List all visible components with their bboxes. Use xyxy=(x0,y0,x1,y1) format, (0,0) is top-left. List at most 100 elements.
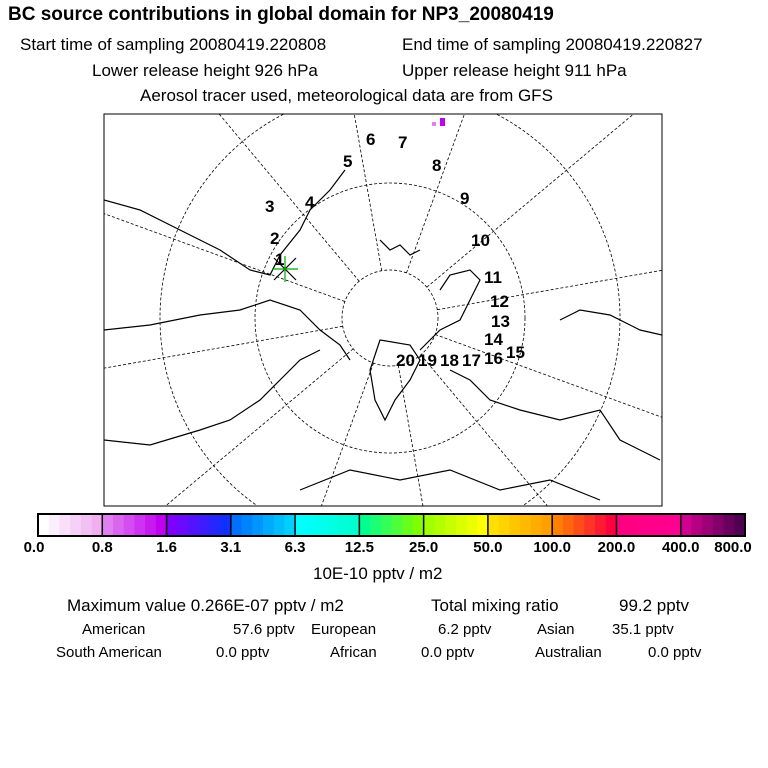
colorbar-cell xyxy=(48,514,60,536)
colorbar-cell xyxy=(102,514,114,536)
colorbar-cell xyxy=(241,514,253,536)
colorbar-tick-label: 3.1 xyxy=(220,539,242,556)
colorbar-cell xyxy=(530,514,542,536)
colorbar-cell xyxy=(616,514,628,536)
track-label: 16 xyxy=(484,349,503,368)
colorbar-cell xyxy=(734,514,746,536)
colorbar-cell xyxy=(380,514,392,536)
track-label: 3 xyxy=(265,197,274,216)
colorbar-cell xyxy=(659,514,671,536)
colorbar-cell xyxy=(370,514,382,536)
colorbar-cell xyxy=(487,514,500,536)
colorbar-cell xyxy=(198,514,210,536)
colorbar-cell xyxy=(423,514,435,536)
meridian xyxy=(420,354,548,506)
colorbar-tick-label: 12.5 xyxy=(344,539,374,556)
lower-height: Lower release height 926 hPa xyxy=(92,61,318,80)
coastlines xyxy=(104,169,662,501)
meridian xyxy=(104,325,343,369)
track-label: 6 xyxy=(366,130,375,149)
track-label: 2 xyxy=(270,229,279,248)
colorbar-cell xyxy=(552,514,564,536)
tracer-info: Aerosol tracer used, meteorological data… xyxy=(140,86,553,105)
colorbar-cell xyxy=(455,514,467,536)
colorbar-cell xyxy=(262,514,275,536)
colorbar-cell xyxy=(359,514,371,536)
track-label: 4 xyxy=(305,193,315,212)
colorbar-cell xyxy=(70,514,82,536)
colorbar-cell xyxy=(166,514,178,536)
colorbar-cell xyxy=(466,514,478,536)
graticule xyxy=(104,114,662,506)
colorbar-cell xyxy=(573,514,585,536)
colorbar-tick-label: 1.6 xyxy=(156,539,177,556)
meridian xyxy=(104,213,346,302)
region-value: 35.1 pptv xyxy=(612,621,674,638)
colorbar-tick-label: 200.0 xyxy=(597,539,636,556)
colorbar-cell xyxy=(220,514,232,536)
total-mixing-value: 99.2 pptv xyxy=(619,596,689,615)
colorbar-tick-label: 100.0 xyxy=(533,539,571,556)
region-name: Australian xyxy=(535,644,602,661)
colorbar-unit: 10E-10 pptv / m2 xyxy=(313,564,443,583)
colorbar-cell xyxy=(134,514,146,536)
meridian xyxy=(434,334,662,418)
track-label: 18 xyxy=(440,351,459,370)
colorbar-cell xyxy=(605,514,617,536)
colorbar-cell xyxy=(595,514,607,536)
region-value: 0.0 pptv xyxy=(216,644,270,661)
track-label: 8 xyxy=(432,156,441,175)
track-label: 19 xyxy=(418,351,437,370)
meridian xyxy=(406,114,465,274)
colorbar-cell xyxy=(273,514,285,536)
track-label: 20 xyxy=(396,351,415,370)
track-label: 1 xyxy=(275,250,284,269)
colorbar-cell xyxy=(434,514,446,536)
colorbar-cell xyxy=(316,514,328,536)
meridian xyxy=(165,348,354,506)
meridian xyxy=(353,114,383,271)
track-label: 17 xyxy=(462,351,481,370)
region-name: African xyxy=(330,644,377,661)
track-label: 13 xyxy=(491,312,510,331)
colorbar-cell xyxy=(445,514,457,536)
colorbar-cell xyxy=(477,514,489,536)
colorbar-cell xyxy=(691,514,703,536)
meridian xyxy=(218,114,360,282)
track-label: 7 xyxy=(398,133,407,152)
colorbar-border xyxy=(37,513,746,537)
colorbar-cell xyxy=(155,514,168,536)
colorbar-cell xyxy=(712,514,725,536)
colorbar-cell xyxy=(327,514,339,536)
max-value: Maximum value 0.266E-07 pptv / m2 xyxy=(67,596,344,615)
track-label: 11 xyxy=(484,268,502,287)
colorbar-cell xyxy=(38,514,50,536)
region-name: Asian xyxy=(537,621,575,638)
release-site-marker xyxy=(272,256,298,282)
colorbar-cell xyxy=(91,514,103,536)
colorbar-cell xyxy=(295,514,307,536)
meridian xyxy=(320,362,374,506)
colorbar-cell xyxy=(627,514,639,536)
colorbar-cell xyxy=(348,514,360,536)
colorbar-cell xyxy=(637,514,650,536)
region-value: 57.6 pptv xyxy=(233,621,295,638)
colorbar-cell xyxy=(177,514,189,536)
colorbar-cell xyxy=(541,514,553,536)
colorbar-cell xyxy=(337,514,350,536)
colorbar-cell xyxy=(112,514,125,536)
colorbar-tick-label: 400.0 xyxy=(661,539,700,556)
colorbar-cell xyxy=(723,514,735,536)
colorbar-cell xyxy=(412,514,425,536)
region-name: American xyxy=(82,621,146,638)
colorbar-tick-label: 25.0 xyxy=(409,539,439,556)
colorbar-tick-label: 6.3 xyxy=(284,539,306,556)
colorbar-cell xyxy=(391,514,403,536)
meridian xyxy=(397,365,424,506)
track-label: 5 xyxy=(343,152,352,171)
track-label: 14 xyxy=(484,330,503,349)
colorbar-cell xyxy=(509,514,521,536)
colorbar-cell xyxy=(670,514,682,536)
end-time: End time of sampling 20080419.220827 xyxy=(402,35,703,54)
total-mixing-label: Total mixing ratio xyxy=(431,596,559,615)
